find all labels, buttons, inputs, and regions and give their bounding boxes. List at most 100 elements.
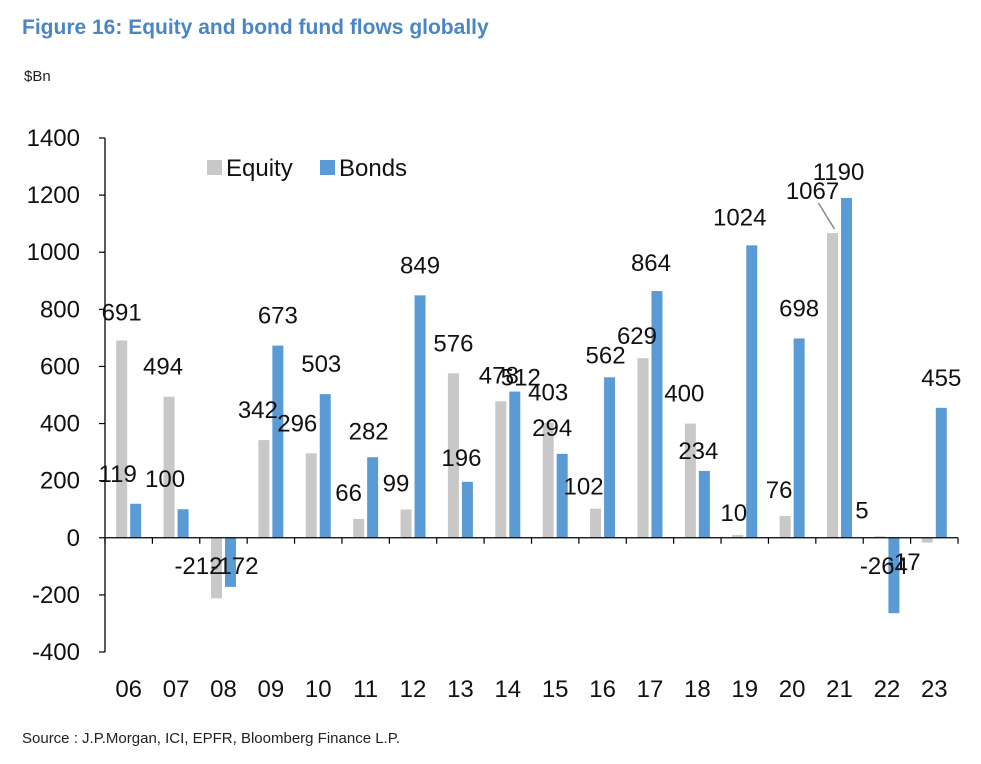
equity-value-label-23: -17	[886, 549, 921, 576]
equity-bar-06	[116, 340, 128, 538]
bonds-bar-23	[935, 407, 947, 538]
equity-value-label-15: 403	[528, 380, 568, 407]
y-tick-label: 1000	[27, 239, 80, 266]
x-tick-label-19: 19	[731, 676, 758, 703]
y-tick-label: 0	[67, 525, 80, 552]
legend-label-0: Equity	[226, 155, 293, 182]
equity-value-label-22: 5	[855, 497, 868, 524]
equity-bar-23	[921, 537, 933, 543]
x-tick-label-20: 20	[779, 676, 806, 703]
equity-value-label-16: 102	[564, 474, 604, 501]
x-tick-label-17: 17	[637, 676, 664, 703]
x-tick-label-14: 14	[494, 676, 521, 703]
bonds-value-label-14: 512	[501, 365, 541, 392]
legend-label-1: Bonds	[339, 155, 407, 182]
y-tick-label: 600	[40, 353, 80, 380]
equity-bar-18	[684, 423, 696, 538]
equity-bar-13	[447, 373, 459, 538]
x-tick-label-10: 10	[305, 676, 332, 703]
bonds-value-label-19: 1024	[713, 204, 766, 231]
bonds-bar-16	[604, 377, 616, 538]
equity-bar-15	[542, 422, 554, 538]
x-tick-label-21: 21	[826, 676, 853, 703]
x-tick-label-15: 15	[542, 676, 569, 703]
bonds-bar-13	[461, 481, 473, 538]
bonds-value-label-09: 673	[258, 303, 298, 330]
y-tick-label: 400	[40, 411, 80, 438]
bonds-value-label-20: 698	[779, 295, 819, 322]
equity-bar-14	[495, 401, 507, 538]
bonds-value-label-18: 234	[678, 438, 718, 465]
equity-value-label-17: 629	[617, 323, 657, 350]
equity-value-label-20: 76	[766, 477, 793, 504]
bonds-bar-10	[319, 394, 331, 538]
x-tick-label-23: 23	[921, 676, 948, 703]
equity-value-label-10: 296	[277, 410, 317, 437]
equity-value-label-09: 342	[238, 397, 278, 424]
bonds-value-label-16: 562	[586, 342, 626, 369]
x-tick-label-07: 07	[163, 676, 190, 703]
equity-bar-16	[590, 508, 602, 538]
equity-bar-12	[400, 509, 412, 538]
legend-swatch-1	[320, 160, 335, 175]
equity-bar-09	[258, 440, 270, 538]
bonds-value-label-13: 196	[441, 445, 481, 472]
equity-value-label-11: 66	[335, 480, 362, 507]
source-note: Source : J.P.Morgan, ICI, EPFR, Bloomber…	[22, 730, 400, 747]
x-tick-label-12: 12	[400, 676, 427, 703]
equity-value-label-06: 691	[102, 299, 142, 326]
x-tick-label-06: 06	[115, 676, 142, 703]
bonds-value-label-22: -264	[860, 553, 908, 580]
x-tick-label-22: 22	[874, 676, 901, 703]
equity-value-label-07: 494	[143, 354, 183, 381]
legend-swatch-0	[207, 160, 222, 175]
bonds-bar-11	[367, 457, 379, 538]
bonds-bar-17	[651, 291, 663, 538]
bonds-value-label-23: 455	[921, 365, 961, 392]
equity-bar-07	[163, 396, 175, 538]
equity-bar-22	[874, 536, 886, 538]
bonds-bar-19	[746, 245, 758, 538]
bonds-bar-07	[177, 509, 189, 538]
x-tick-label-16: 16	[589, 676, 616, 703]
bonds-bar-12	[414, 295, 426, 538]
equity-bar-17	[637, 358, 649, 538]
bonds-bar-21	[841, 197, 853, 538]
bonds-bar-22	[888, 537, 900, 614]
equity-value-label-19: 10	[720, 500, 747, 527]
bonds-value-label-17: 864	[631, 250, 671, 277]
equity-bar-10	[305, 453, 317, 538]
equity-bar-21	[827, 233, 839, 538]
legend: Equity Bonds	[207, 155, 407, 182]
bonds-bar-18	[698, 470, 710, 538]
equity-bar-08	[210, 537, 222, 599]
equity-value-label-14: 478	[479, 362, 519, 389]
bonds-bar-20	[793, 338, 805, 538]
x-tick-label-18: 18	[684, 676, 711, 703]
equity-value-label-21: 1067	[786, 178, 839, 205]
figure-title: Figure 16: Equity and bond fund flows gl…	[22, 16, 489, 39]
axes-layer: 1400 1200 1000 800 600 400 200 0 -200 -400 06 07 08 0…	[27, 125, 959, 703]
bonds-value-label-11: 282	[349, 418, 389, 445]
y-tick-label: -200	[32, 582, 80, 609]
equity-bar-11	[353, 518, 365, 538]
bonds-value-label-06: 119	[99, 461, 137, 488]
bonds-value-label-15: 294	[532, 415, 572, 442]
y-tick-label: 1200	[27, 182, 80, 209]
bonds-value-label-08: -172	[210, 553, 258, 580]
leader-line-21	[817, 202, 836, 230]
bonds-bar-06	[130, 503, 142, 538]
equity-bar-19	[732, 534, 744, 538]
y-unit-label: $Bn	[24, 68, 51, 85]
bonds-bar-14	[509, 391, 521, 538]
y-tick-label: 200	[40, 468, 80, 495]
equity-value-label-13: 576	[433, 330, 473, 357]
bonds-bar-08	[224, 537, 236, 587]
y-tick-label: -400	[32, 639, 80, 666]
bonds-bar-15	[556, 453, 568, 538]
x-tick-label-13: 13	[447, 676, 474, 703]
x-tick-label-08: 08	[210, 676, 237, 703]
equity-value-label-08: -212	[174, 553, 222, 580]
bonds-value-label-21: 1190	[813, 159, 865, 186]
bonds-value-label-12: 849	[400, 252, 440, 279]
